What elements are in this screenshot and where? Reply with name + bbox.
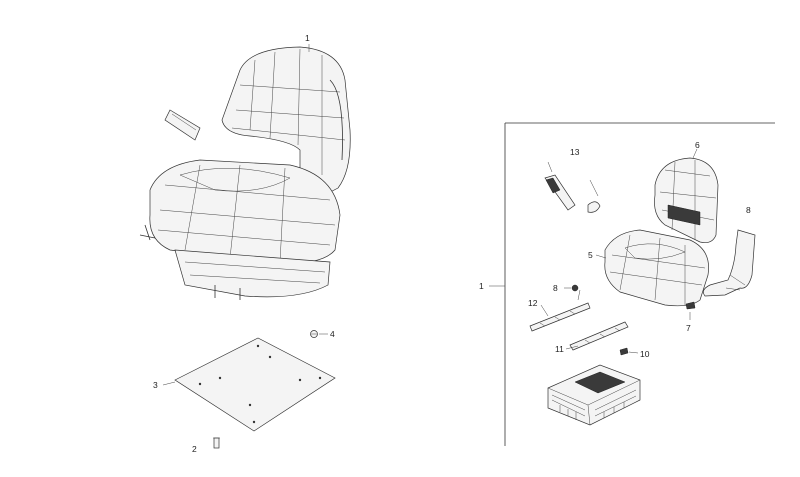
callout-label-12: 12 [528,298,538,308]
callout-seat-assembly: 1 [305,33,310,52]
backrest-part: 6 [654,140,719,244]
rail-11: 11 [555,321,629,354]
callout-label-13: 13 [570,147,580,157]
callout-label-4: 4 [330,329,335,339]
base-mechanism [547,364,641,426]
callout-label-10: 10 [640,349,650,359]
armrest-kit: 13 [544,147,601,213]
screw-10: 10 [619,347,650,359]
callout-label-7: 7 [686,323,691,333]
clip-part: 7 [685,301,696,333]
bolt-part: 2 [192,437,220,454]
seat-assembly-drawing [139,46,351,300]
callout-label-3: 3 [153,380,158,390]
mounting-plate: 3 [153,337,336,432]
rail-12: 12 [528,289,591,332]
callout-label-2: 2 [192,444,197,454]
cushion-part: 5 [588,229,709,307]
callout-label-11: 11 [555,344,564,354]
callout-label-1: 1 [305,33,310,43]
side-panel: 8 [703,205,756,297]
callout-label-6: 6 [695,140,700,150]
small-part: 8 [553,283,579,293]
callout-label-8-panel: 8 [746,205,751,215]
nut-part: 4 [310,329,335,339]
callout-label-kit-1: 1 [479,281,484,291]
callout-label-8: 8 [553,283,558,293]
kit-group-frame: 1 [479,122,775,446]
callout-label-5: 5 [588,250,593,260]
